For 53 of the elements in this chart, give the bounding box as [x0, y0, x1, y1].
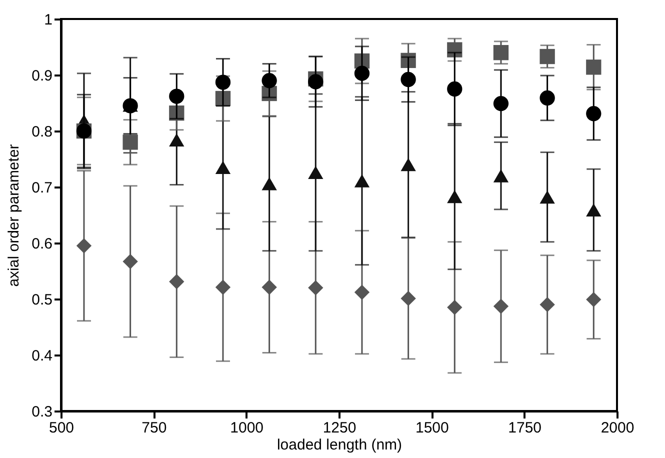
point [262, 280, 277, 295]
point [308, 280, 324, 296]
point [493, 96, 509, 112]
point [493, 45, 509, 60]
y-tick-label: 0.8 [32, 124, 52, 140]
point [262, 73, 277, 88]
y-tick-label: 0.5 [32, 292, 52, 308]
y-tick-label: 0.6 [32, 236, 52, 252]
point [122, 254, 138, 270]
y-tick-label: 0.3 [32, 404, 52, 420]
x-tick-label: 750 [142, 420, 167, 436]
point [169, 274, 184, 290]
y-tick-label: 0.4 [32, 348, 52, 364]
point [540, 48, 555, 64]
point [400, 158, 416, 172]
point [400, 72, 416, 88]
point [540, 90, 555, 106]
x-tick-label: 500 [48, 420, 74, 436]
point [493, 298, 509, 314]
point [586, 60, 602, 75]
x-tick-label: 1000 [230, 420, 264, 436]
point [122, 134, 138, 150]
point [447, 81, 462, 97]
x-tick-label: 1250 [322, 420, 356, 436]
x-axis-title: loaded length (nm) [276, 436, 402, 454]
x-tick-label: 2000 [600, 420, 634, 436]
point [493, 169, 509, 182]
point [262, 177, 277, 190]
y-tick-label: 1 [44, 12, 52, 28]
point [354, 284, 370, 300]
y-tick-label: 0.9 [32, 68, 52, 84]
point [400, 290, 416, 306]
point [308, 74, 324, 90]
point [215, 160, 231, 174]
point [586, 292, 602, 308]
y-tick-label: 0.7 [32, 180, 52, 196]
x-tick-label: 1750 [508, 420, 542, 436]
point [76, 238, 92, 254]
point [354, 174, 370, 188]
x-tick-label: 1500 [415, 420, 449, 436]
point [169, 88, 184, 104]
point [169, 133, 184, 147]
point [540, 297, 555, 312]
point [447, 300, 462, 315]
point [354, 66, 370, 81]
point [215, 74, 231, 90]
point [586, 106, 602, 122]
point [447, 190, 462, 204]
point [540, 190, 555, 204]
y-axis-title: axial order parameter [6, 144, 23, 287]
point [215, 280, 231, 295]
point [586, 203, 602, 217]
point [308, 166, 324, 180]
